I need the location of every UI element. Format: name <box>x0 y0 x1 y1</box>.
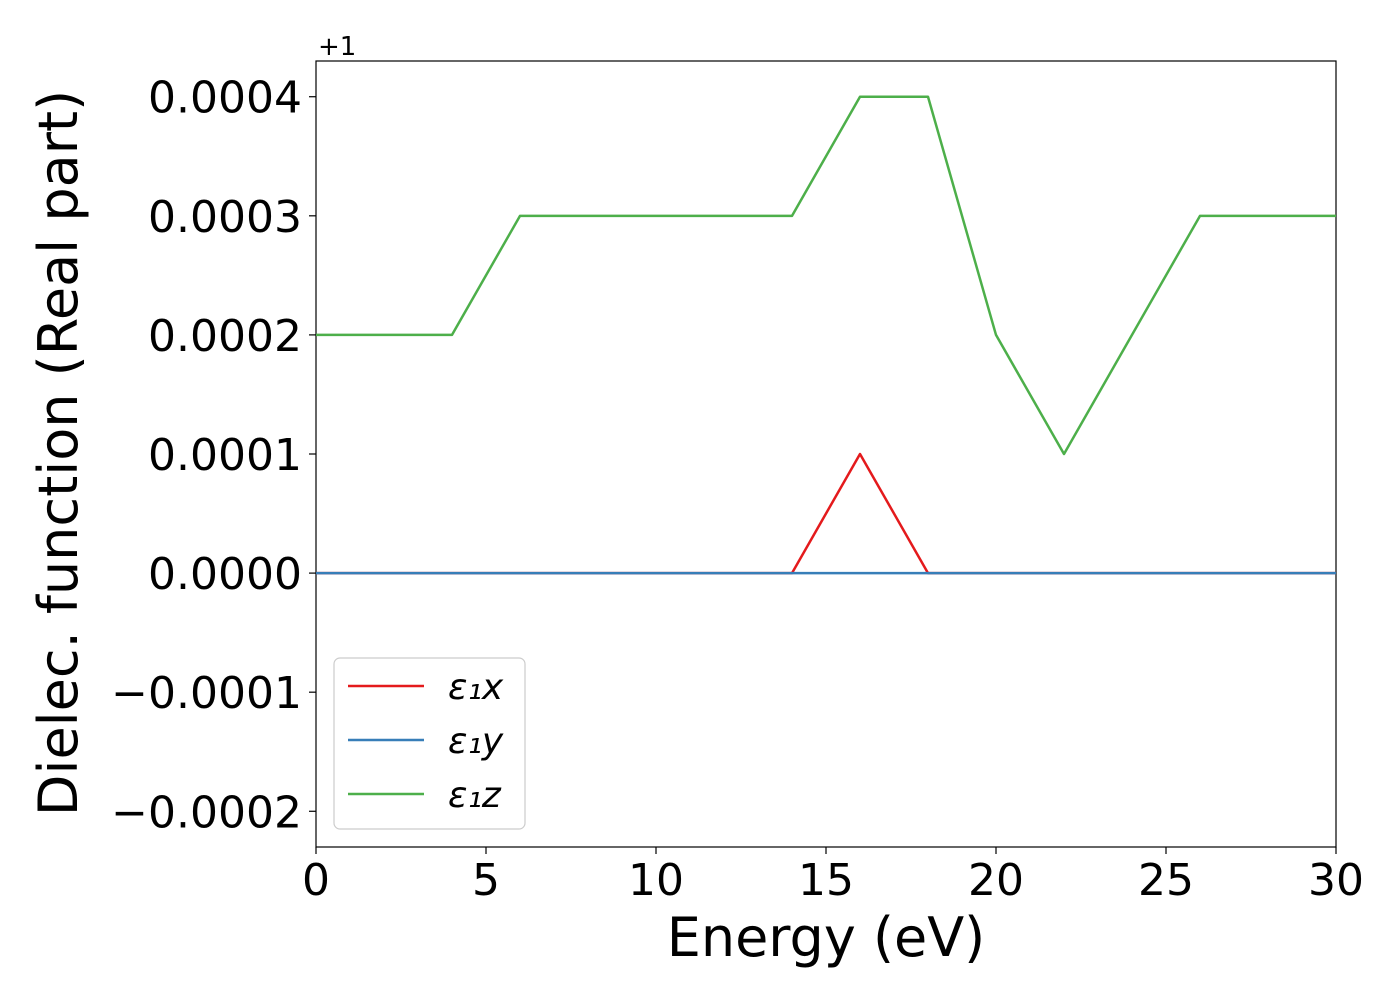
legend-label-2: ε₁y <box>448 721 504 762</box>
y-offset-label: +1 <box>318 32 356 62</box>
series-line-1 <box>316 452 1336 575</box>
x-tick-label: 5 <box>472 855 500 906</box>
y-tick-label: 0.0004 <box>148 73 302 124</box>
series-line-3 <box>316 95 1336 456</box>
x-axis: 0 5 10 15 20 25 30 <box>302 847 1364 906</box>
y-axis: −0.0002 −0.0001 0.0000 0.0001 0.0002 0.0003 0.… <box>111 73 316 838</box>
legend-label-3: ε₁z <box>448 775 502 816</box>
x-tick-label: 30 <box>1308 855 1364 906</box>
y-axis-title: Dielec. function (Real part) <box>27 90 90 816</box>
x-tick-label: 10 <box>628 855 684 906</box>
legend-box <box>333 657 526 830</box>
x-tick-label: 25 <box>1138 855 1194 906</box>
x-tick-label: 15 <box>798 855 854 906</box>
legend-label-1: ε₁x <box>448 667 504 708</box>
y-tick-label: 0.0000 <box>148 549 302 600</box>
y-tick-label: 0.0001 <box>148 430 302 481</box>
x-tick-label: 20 <box>968 855 1024 906</box>
legend: ε₁x ε₁y ε₁z <box>333 657 526 830</box>
y-tick-label: −0.0001 <box>111 668 302 719</box>
y-tick-label: 0.0003 <box>148 192 302 243</box>
y-tick-label: 0.0002 <box>148 311 302 362</box>
y-tick-label: −0.0002 <box>111 787 302 838</box>
x-axis-title: Energy (eV) <box>667 906 986 969</box>
x-tick-label: 0 <box>302 855 330 906</box>
